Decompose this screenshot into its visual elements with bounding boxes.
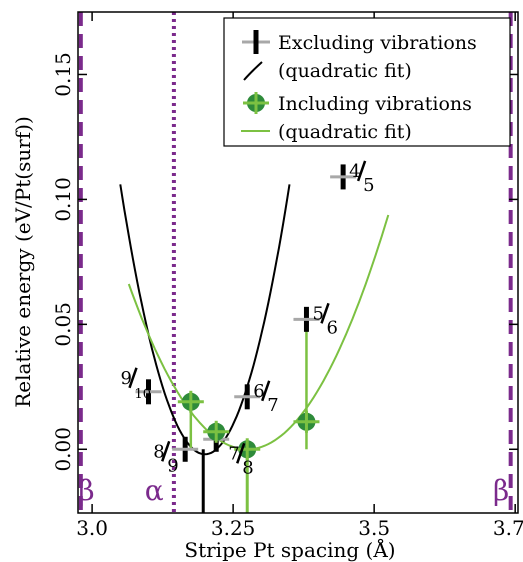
legend-label-including: Including vibrations	[278, 93, 472, 115]
legend-marker-excluding	[242, 30, 270, 54]
fraction-bar	[161, 440, 171, 462]
legend: Excluding vibrations (quadratic fit) Inc…	[223, 17, 511, 147]
y-tick-label: 0.00	[51, 427, 75, 472]
fraction-numerator: 5	[313, 303, 324, 324]
fraction-denominator: 9	[167, 455, 178, 476]
phase-label: β	[493, 474, 509, 507]
fraction-numerator: 7	[228, 443, 239, 464]
fit-curves	[119, 184, 390, 456]
x-tick-label: 3.0	[76, 516, 108, 540]
x-tick-label: 3.75	[493, 516, 523, 540]
fraction-numerator: 6	[253, 381, 264, 402]
fraction-bar	[356, 160, 367, 182]
plot-frame	[77, 11, 519, 514]
data-points	[135, 164, 357, 462]
fraction-denominator: 7	[267, 395, 278, 416]
fraction-denominator: 6	[327, 317, 338, 338]
y-axis-title: Relative energy (eV/Pt(surf))	[11, 116, 35, 408]
x-tick-label: 3.5	[358, 516, 390, 540]
phase-label: β	[78, 474, 94, 507]
fraction-label: 910	[121, 367, 152, 402]
fraction-label: 78	[228, 442, 254, 478]
y-tick-label: 0.15	[51, 52, 75, 97]
fraction-label: 67	[253, 380, 279, 416]
legend-label-including-sub: (quadratic fit)	[278, 121, 412, 143]
fraction-numerator: 4	[349, 161, 360, 182]
fraction-numerator: 8	[153, 441, 164, 462]
fraction-bar	[320, 302, 330, 324]
legend-box	[223, 17, 511, 147]
x-axis-title: Stripe Pt spacing (Å)	[184, 537, 395, 562]
fraction-label: 45	[349, 160, 375, 196]
legend-label-excluding-sub: (quadratic fit)	[278, 60, 412, 82]
y-tick-label: 0.05	[51, 302, 75, 347]
axis-ticks: 3.0 3.25 3.5 3.75 0.00 0.05 0.10 0.15	[51, 12, 523, 540]
phase-label: α	[145, 474, 164, 507]
legend-label-excluding: Excluding vibrations	[278, 32, 477, 54]
phase-lines	[78, 12, 513, 513]
y-tick-label: 0.10	[51, 177, 75, 222]
fit-curve	[127, 214, 390, 451]
fraction-label: 56	[313, 302, 338, 338]
x-tick-label: 3.25	[211, 516, 256, 540]
legend-marker-including	[243, 92, 269, 114]
fraction-bar	[236, 442, 246, 464]
fraction-bar	[261, 380, 271, 402]
fraction-numerator: 9	[121, 368, 132, 389]
fit-curve	[119, 184, 291, 456]
fraction-denominator: 5	[363, 175, 374, 196]
fraction-denominator: 8	[242, 457, 253, 478]
vibration-connectors	[189, 319, 308, 513]
fraction-bar	[128, 367, 138, 389]
fraction-denominator: 10	[135, 387, 152, 402]
fraction-label: 89	[153, 440, 179, 476]
legend-line-excluding	[243, 61, 263, 81]
